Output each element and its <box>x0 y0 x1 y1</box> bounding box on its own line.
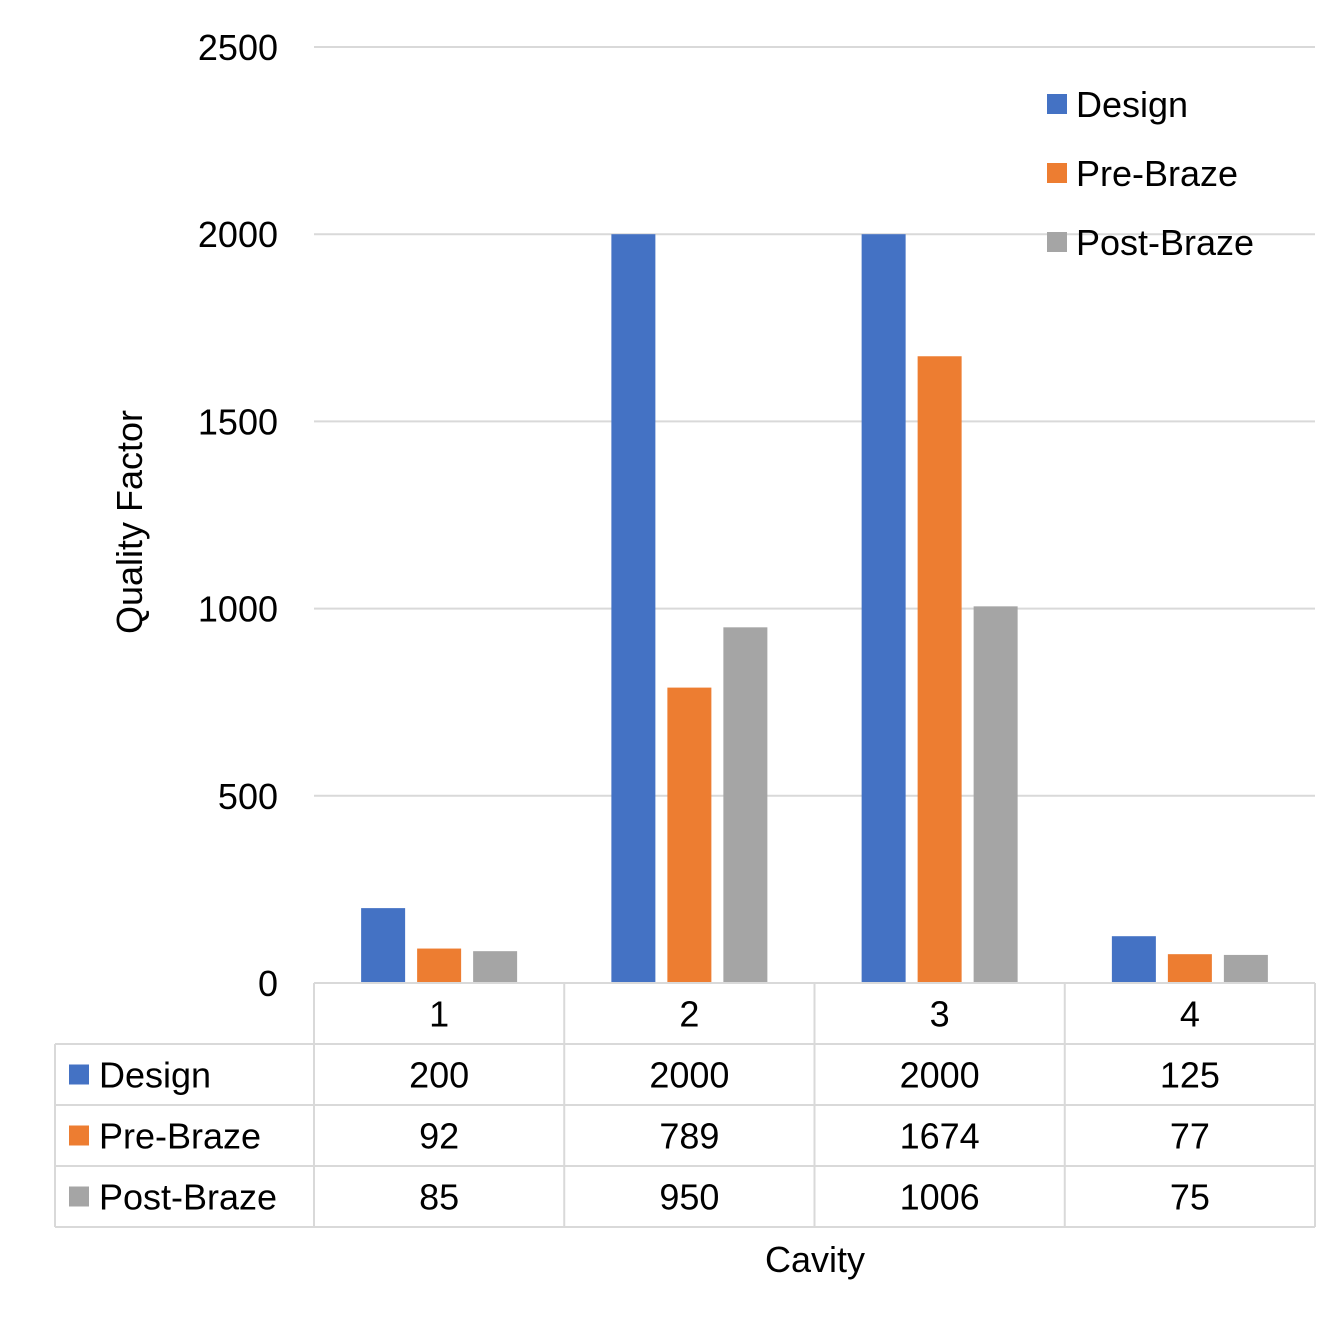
bars <box>361 234 1268 983</box>
table-cell-value: 1006 <box>900 1177 980 1218</box>
bar-pre-braze-cavity-4 <box>1167 954 1212 983</box>
legend-swatch <box>1047 94 1067 114</box>
table-cell-value: 2000 <box>900 1055 980 1096</box>
y-axis-ticks: 0 500 1000 1500 2000 2500 <box>198 27 278 1004</box>
bar-post-braze-cavity-1 <box>473 951 518 983</box>
legend-swatch <box>1047 232 1067 252</box>
data-table: 1 2 3 4 Design 200 2000 2000 125 Pre-Braze 92 789 16… <box>54 982 1316 1228</box>
x-axis-title: Cavity <box>765 1239 865 1280</box>
legend: Design Pre-Braze Post-Braze <box>1047 84 1254 263</box>
y-tick-label: 0 <box>258 963 278 1004</box>
y-axis-title: Quality Factor <box>109 410 150 634</box>
x-tick-label: 1 <box>429 994 449 1035</box>
table-legend-swatch <box>69 1125 89 1146</box>
bar-post-braze-cavity-3 <box>973 606 1018 983</box>
table-cell-value: 1674 <box>900 1116 980 1157</box>
bar-pre-braze-cavity-1 <box>417 948 462 983</box>
table-cell-value: 200 <box>409 1055 469 1096</box>
bar-post-braze-cavity-4 <box>1223 954 1268 983</box>
legend-label: Pre-Braze <box>1076 153 1238 194</box>
bar-design-cavity-2 <box>611 234 656 983</box>
table-cell-value: 92 <box>419 1116 459 1157</box>
table-series-label: Design <box>99 1055 211 1096</box>
legend-swatch <box>1047 163 1067 183</box>
table-series-label: Post-Braze <box>99 1177 277 1218</box>
table-cell-value: 125 <box>1160 1055 1220 1096</box>
bar-design-cavity-1 <box>361 908 406 983</box>
table-cell-value: 85 <box>419 1177 459 1218</box>
table-cell-value: 2000 <box>649 1055 729 1096</box>
y-tick-label: 1000 <box>198 589 278 630</box>
table-legend-swatch <box>69 1186 89 1207</box>
gridlines <box>314 46 1315 797</box>
legend-label: Post-Braze <box>1076 222 1254 263</box>
table-cell-value: 77 <box>1170 1116 1210 1157</box>
table-cell-value: 950 <box>659 1177 719 1218</box>
legend-label: Design <box>1076 84 1188 125</box>
y-tick-label: 2500 <box>198 27 278 68</box>
y-tick-label: 1500 <box>198 401 278 442</box>
bar-design-cavity-4 <box>1111 936 1156 983</box>
x-tick-label: 3 <box>930 994 950 1035</box>
y-tick-label: 500 <box>218 776 278 817</box>
table-legend-swatch <box>69 1064 89 1085</box>
bar-pre-braze-cavity-2 <box>667 687 712 983</box>
bar-design-cavity-3 <box>861 234 906 983</box>
table-series-label: Pre-Braze <box>99 1116 261 1157</box>
y-tick-label: 2000 <box>198 214 278 255</box>
bar-post-braze-cavity-2 <box>723 627 768 983</box>
x-tick-label: 4 <box>1180 994 1200 1035</box>
table-cell-value: 75 <box>1170 1177 1210 1218</box>
x-tick-label: 2 <box>679 994 699 1035</box>
table-cell-value: 789 <box>659 1116 719 1157</box>
bar-pre-braze-cavity-3 <box>917 356 962 983</box>
